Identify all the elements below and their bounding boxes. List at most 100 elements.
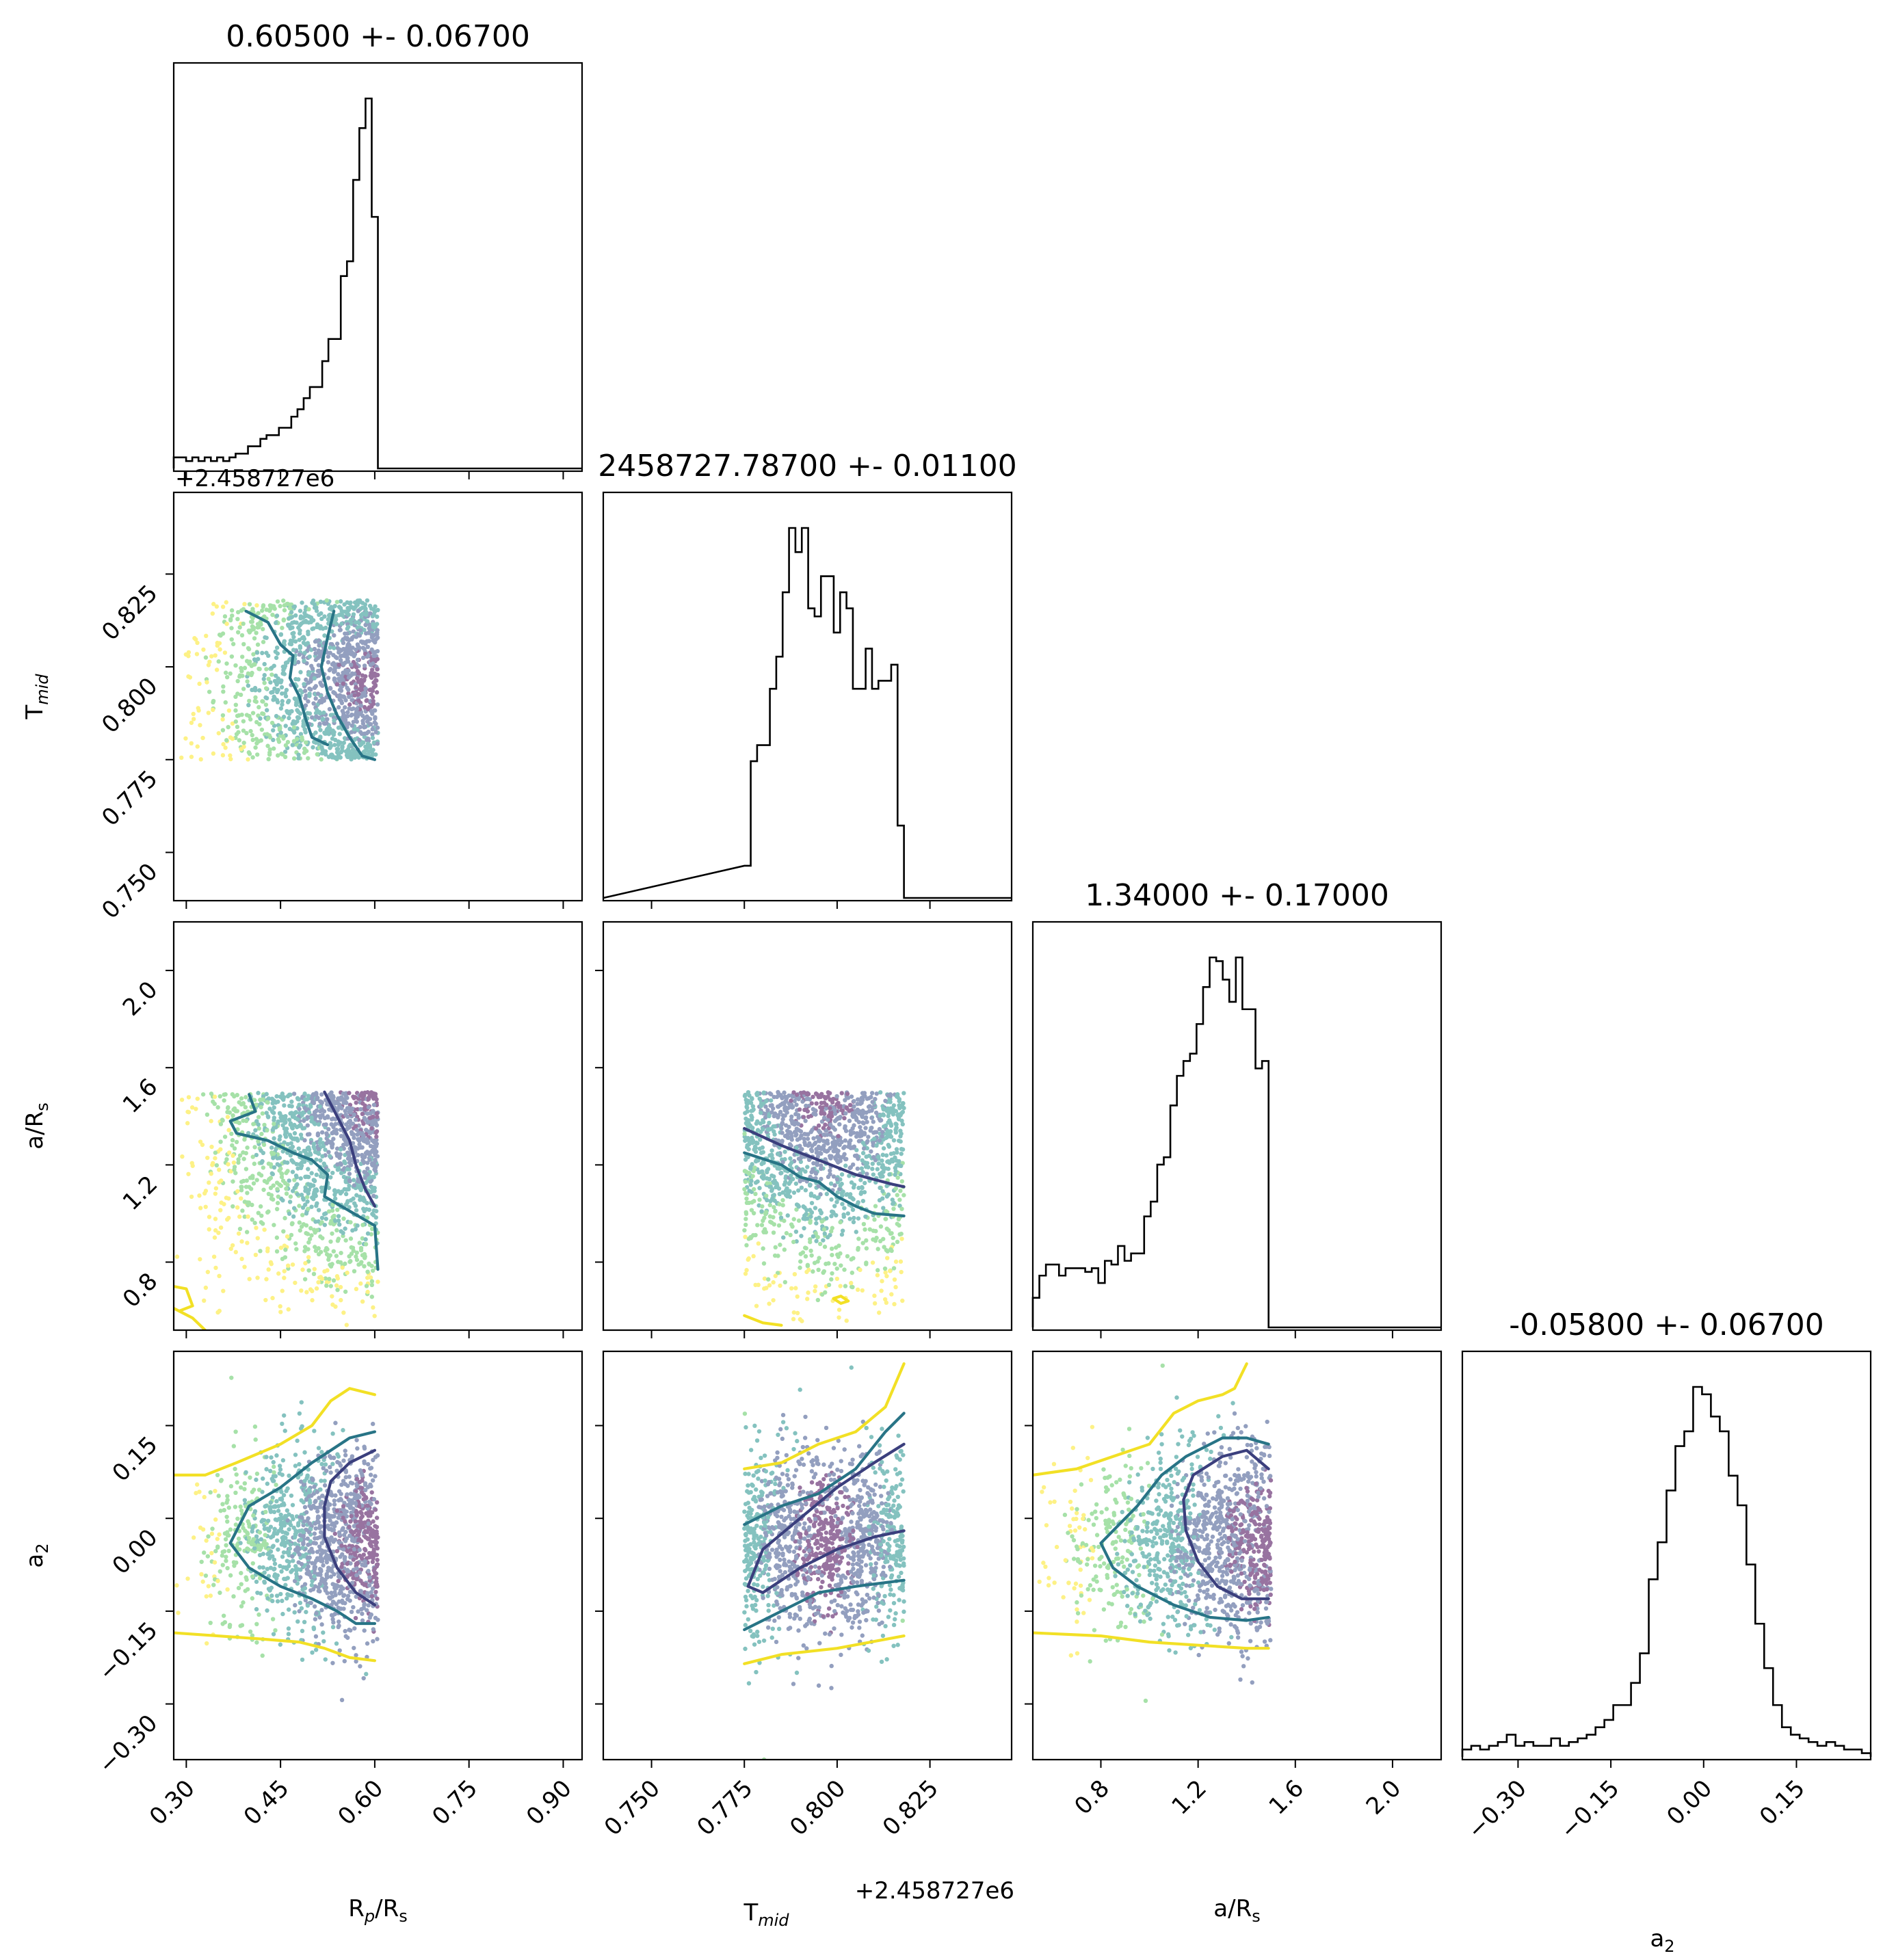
sample-point	[795, 1294, 800, 1299]
sample-point	[262, 680, 267, 685]
sample-point	[901, 1091, 906, 1096]
sample-point	[255, 1275, 260, 1280]
sample-point	[375, 725, 380, 730]
sample-point	[860, 1288, 865, 1293]
sample-point	[369, 1115, 373, 1120]
sample-point	[843, 1284, 848, 1288]
sample-point	[252, 1098, 257, 1102]
sample-point	[289, 1135, 293, 1140]
sample-point	[801, 1115, 806, 1120]
sample-point	[838, 1284, 843, 1288]
sample-point	[280, 1288, 285, 1293]
sample-point	[365, 1161, 370, 1165]
sample-point	[784, 1231, 789, 1236]
sample-point	[260, 1518, 265, 1522]
sample-point	[375, 1115, 380, 1120]
sample-point	[226, 1128, 231, 1133]
sample-point	[223, 1537, 228, 1541]
sample-point	[239, 1256, 244, 1262]
sample-point	[343, 1226, 347, 1231]
sample-point	[224, 1156, 229, 1162]
sample-point	[230, 721, 235, 726]
sample-point	[330, 1294, 334, 1299]
sample-point	[844, 1105, 849, 1110]
sample-point	[270, 1101, 275, 1106]
sample-point	[276, 1504, 281, 1509]
sample-point	[284, 1126, 289, 1131]
sample-point	[319, 1220, 324, 1225]
sample-point	[289, 708, 294, 714]
sample-point	[316, 1246, 321, 1251]
sample-point	[776, 1089, 780, 1095]
sample-point	[742, 1228, 747, 1233]
sample-point	[277, 726, 282, 731]
sample-point	[289, 1593, 294, 1598]
sample-point	[214, 1163, 220, 1168]
sample-point	[247, 698, 252, 704]
sample-point	[821, 1269, 827, 1274]
sample-point	[869, 1095, 873, 1100]
sample-point	[345, 710, 350, 715]
sample-point	[832, 1204, 837, 1208]
sample-point	[352, 662, 357, 667]
sample-point	[796, 1218, 802, 1223]
sample-point	[334, 641, 340, 646]
sample-point	[256, 1091, 261, 1096]
sample-point	[254, 1471, 260, 1476]
sample-point	[843, 1163, 848, 1168]
sample-point	[365, 644, 370, 650]
sample-point	[744, 1196, 749, 1201]
sample-point	[891, 1112, 896, 1117]
sample-point	[811, 1094, 815, 1100]
sample-point	[260, 650, 265, 656]
sample-point	[817, 1215, 821, 1220]
sample-point	[844, 1318, 849, 1323]
sample-point	[186, 654, 191, 659]
sample-point	[205, 680, 209, 685]
sample-point	[353, 1117, 358, 1122]
sample-point	[872, 1301, 878, 1306]
sample-point	[239, 1096, 244, 1101]
sample-point	[813, 1231, 818, 1236]
sample-point	[346, 747, 351, 752]
sample-point	[834, 1252, 840, 1257]
sample-point	[900, 1298, 905, 1303]
sample-point	[371, 1109, 376, 1113]
sample-point	[356, 737, 362, 743]
sample-point	[345, 1167, 350, 1171]
sample-point	[334, 756, 339, 761]
sample-point	[318, 1137, 323, 1142]
sample-point	[205, 1155, 210, 1161]
sample-point	[351, 1178, 356, 1182]
panel-frame	[602, 921, 1013, 1332]
sample-point	[259, 608, 265, 613]
sample-point	[372, 1314, 377, 1319]
sample-point	[789, 1114, 794, 1119]
sample-point	[312, 1267, 317, 1271]
sample-point	[352, 726, 356, 732]
sample-point	[296, 756, 301, 760]
scatter-points	[742, 1089, 906, 1323]
sample-point	[813, 1284, 818, 1289]
sample-point	[813, 1171, 819, 1176]
sample-point	[882, 1245, 886, 1249]
sample-point	[863, 1214, 868, 1219]
sample-point	[353, 1095, 358, 1100]
sample-point	[284, 1596, 289, 1601]
sample-point	[365, 1231, 371, 1236]
sample-point	[340, 609, 345, 614]
sample-point	[900, 1122, 905, 1127]
panel-content	[174, 1375, 380, 1703]
sample-point	[254, 737, 259, 741]
sample-point	[819, 1151, 824, 1156]
sample-point	[869, 1115, 874, 1120]
sample-point	[272, 1223, 276, 1228]
sample-point	[771, 1230, 776, 1235]
sample-point	[815, 1297, 821, 1303]
sample-point	[743, 1116, 748, 1121]
sample-point	[222, 1135, 228, 1139]
y-tick-label: 1.2	[118, 1170, 163, 1216]
sample-point	[258, 620, 263, 624]
sample-point	[319, 1185, 324, 1190]
sample-point	[825, 1234, 830, 1240]
